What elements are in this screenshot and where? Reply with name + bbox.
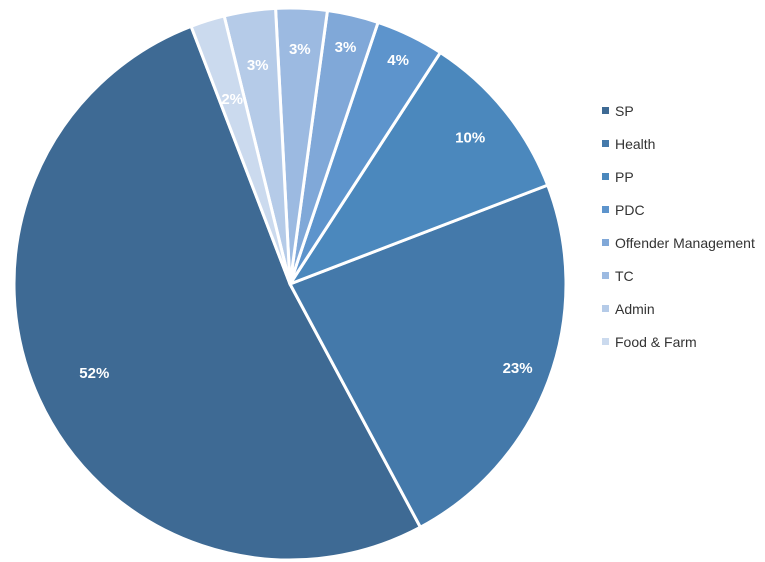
legend-swatch — [602, 239, 609, 246]
legend-label: Admin — [615, 300, 655, 317]
pie-slice-pp — [288, 51, 550, 286]
data-label-pdc: 4% — [387, 52, 409, 69]
legend-item: PP — [602, 160, 755, 193]
legend-swatch — [602, 305, 609, 312]
legend-item: Offender Management — [602, 226, 755, 259]
data-label-sp: 52% — [79, 365, 109, 382]
legend-label: TC — [615, 267, 634, 284]
legend-item: Food & Farm — [602, 325, 755, 358]
legend-swatch — [602, 206, 609, 213]
legend-label: SP — [615, 102, 634, 119]
legend-label: Food & Farm — [615, 333, 697, 350]
legend-label: Health — [615, 135, 656, 152]
legend-swatch — [602, 173, 609, 180]
data-label-tc: 3% — [289, 41, 311, 58]
data-label-offender-management: 3% — [335, 39, 357, 56]
legend-item: SP — [602, 94, 755, 127]
pie-slice-food-farm — [189, 14, 292, 286]
chart-legend: SP Health PP PDC Offender Management TC Admin F… — [602, 94, 755, 358]
legend-swatch — [602, 107, 609, 114]
pie-slices — [12, 6, 568, 562]
data-label-food-farm: 2% — [221, 91, 243, 108]
legend-label: Offender Management — [615, 234, 755, 251]
legend-swatch — [602, 140, 609, 147]
legend-item: Health — [602, 127, 755, 160]
legend-label: PP — [615, 168, 634, 185]
legend-swatch — [602, 338, 609, 345]
pie-slice-sp — [12, 24, 422, 562]
legend-item: Admin — [602, 292, 755, 325]
legend-swatch — [602, 272, 609, 279]
legend-label: PDC — [615, 201, 645, 218]
data-label-admin: 3% — [247, 57, 269, 74]
legend-item: PDC — [602, 193, 755, 226]
legend-item: TC — [602, 259, 755, 292]
pie-data-labels: 52% 23%10%4%3%3%3%2% — [79, 39, 532, 382]
data-label-pp: 10% — [455, 130, 485, 147]
data-label-health: 23% — [503, 360, 533, 377]
pie-slice-health — [288, 183, 568, 529]
